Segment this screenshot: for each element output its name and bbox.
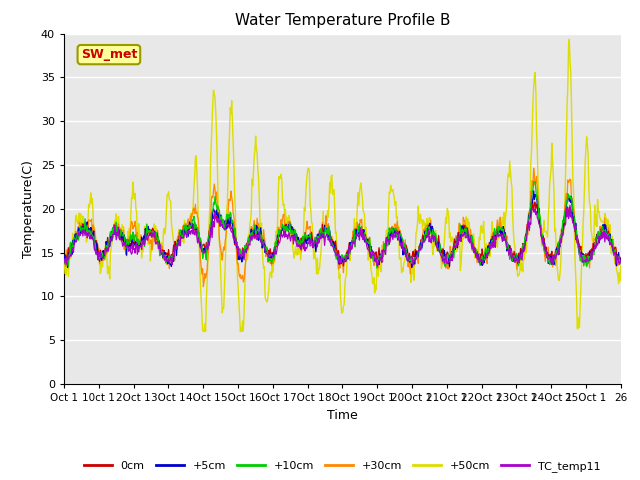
X-axis label: Time: Time: [327, 408, 358, 421]
Y-axis label: Temperature(C): Temperature(C): [22, 160, 35, 258]
Text: SW_met: SW_met: [81, 48, 137, 61]
Legend: 0cm, +5cm, +10cm, +30cm, +50cm, TC_temp11: 0cm, +5cm, +10cm, +30cm, +50cm, TC_temp1…: [79, 457, 605, 477]
Title: Water Temperature Profile B: Water Temperature Profile B: [235, 13, 450, 28]
